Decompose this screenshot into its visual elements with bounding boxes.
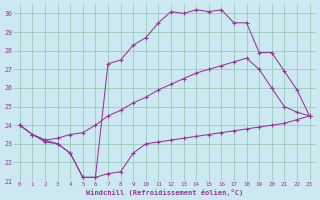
X-axis label: Windchill (Refroidissement éolien,°C): Windchill (Refroidissement éolien,°C): [86, 189, 243, 196]
